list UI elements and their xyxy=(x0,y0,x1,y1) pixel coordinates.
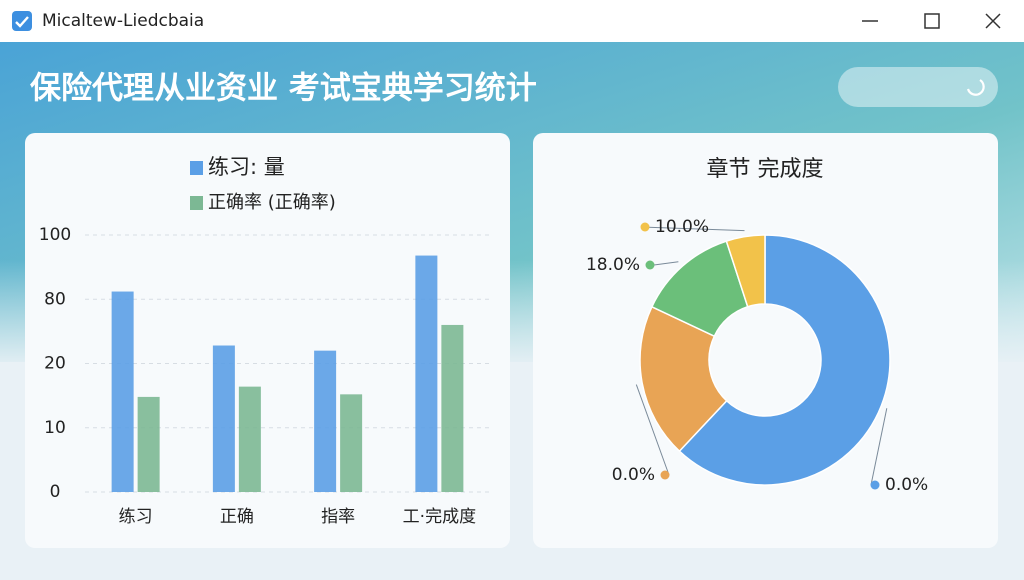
leader-line xyxy=(635,384,670,476)
x-tick-label: 正确 xyxy=(220,507,254,527)
donut-card xyxy=(533,133,998,548)
bar xyxy=(137,396,160,492)
app-icon-check xyxy=(15,16,29,28)
legend-swatch xyxy=(190,196,203,210)
x-tick-label: 工·完成度 xyxy=(403,507,476,527)
annotation: 0.0% xyxy=(612,465,655,485)
app-icon xyxy=(12,11,32,31)
legend-swatch xyxy=(190,161,203,175)
maximize-button[interactable] xyxy=(924,13,940,29)
label-dot xyxy=(645,260,655,270)
label-dot xyxy=(870,480,880,490)
y-tick-label: 10 xyxy=(44,418,66,438)
bar xyxy=(212,345,235,492)
label-dot xyxy=(640,222,650,232)
bar xyxy=(111,291,134,492)
y-tick-label: 100 xyxy=(39,225,71,245)
y-tick-label: 0 xyxy=(50,482,61,502)
x-tick-label: 练习 xyxy=(119,507,153,527)
bar xyxy=(314,350,337,492)
refresh-icon[interactable] xyxy=(966,79,985,96)
bar xyxy=(238,386,261,492)
donut-slice xyxy=(725,234,766,308)
refresh-pill[interactable] xyxy=(838,67,998,107)
bar xyxy=(340,394,363,492)
close-button[interactable] xyxy=(985,13,1001,29)
legend-label: 练习: 量 xyxy=(208,155,285,179)
header-title: 保险代理从业资业 考试宝典学习统计 xyxy=(30,71,537,107)
leader-line xyxy=(640,226,745,232)
leader-line xyxy=(870,408,888,486)
y-tick-label: 80 xyxy=(44,289,66,309)
leader-line xyxy=(653,261,679,266)
legend-label: 正确率 (正确率) xyxy=(208,192,336,213)
window-title: Micaltew-Liedcbaia xyxy=(42,11,204,31)
annotation: 10.0% xyxy=(655,217,709,237)
bar xyxy=(441,324,464,492)
title-bar xyxy=(0,0,1024,42)
annotation: 0.0% xyxy=(885,475,928,495)
donut-slice xyxy=(678,234,891,486)
donut-title: 章节 完成度 xyxy=(707,157,824,182)
x-tick-label: 指率 xyxy=(321,507,355,527)
y-tick-label: 20 xyxy=(44,354,66,374)
bar xyxy=(415,255,438,492)
donut-slice xyxy=(639,305,728,453)
label-dot xyxy=(660,470,670,480)
annotation: 18.0% xyxy=(586,255,640,275)
